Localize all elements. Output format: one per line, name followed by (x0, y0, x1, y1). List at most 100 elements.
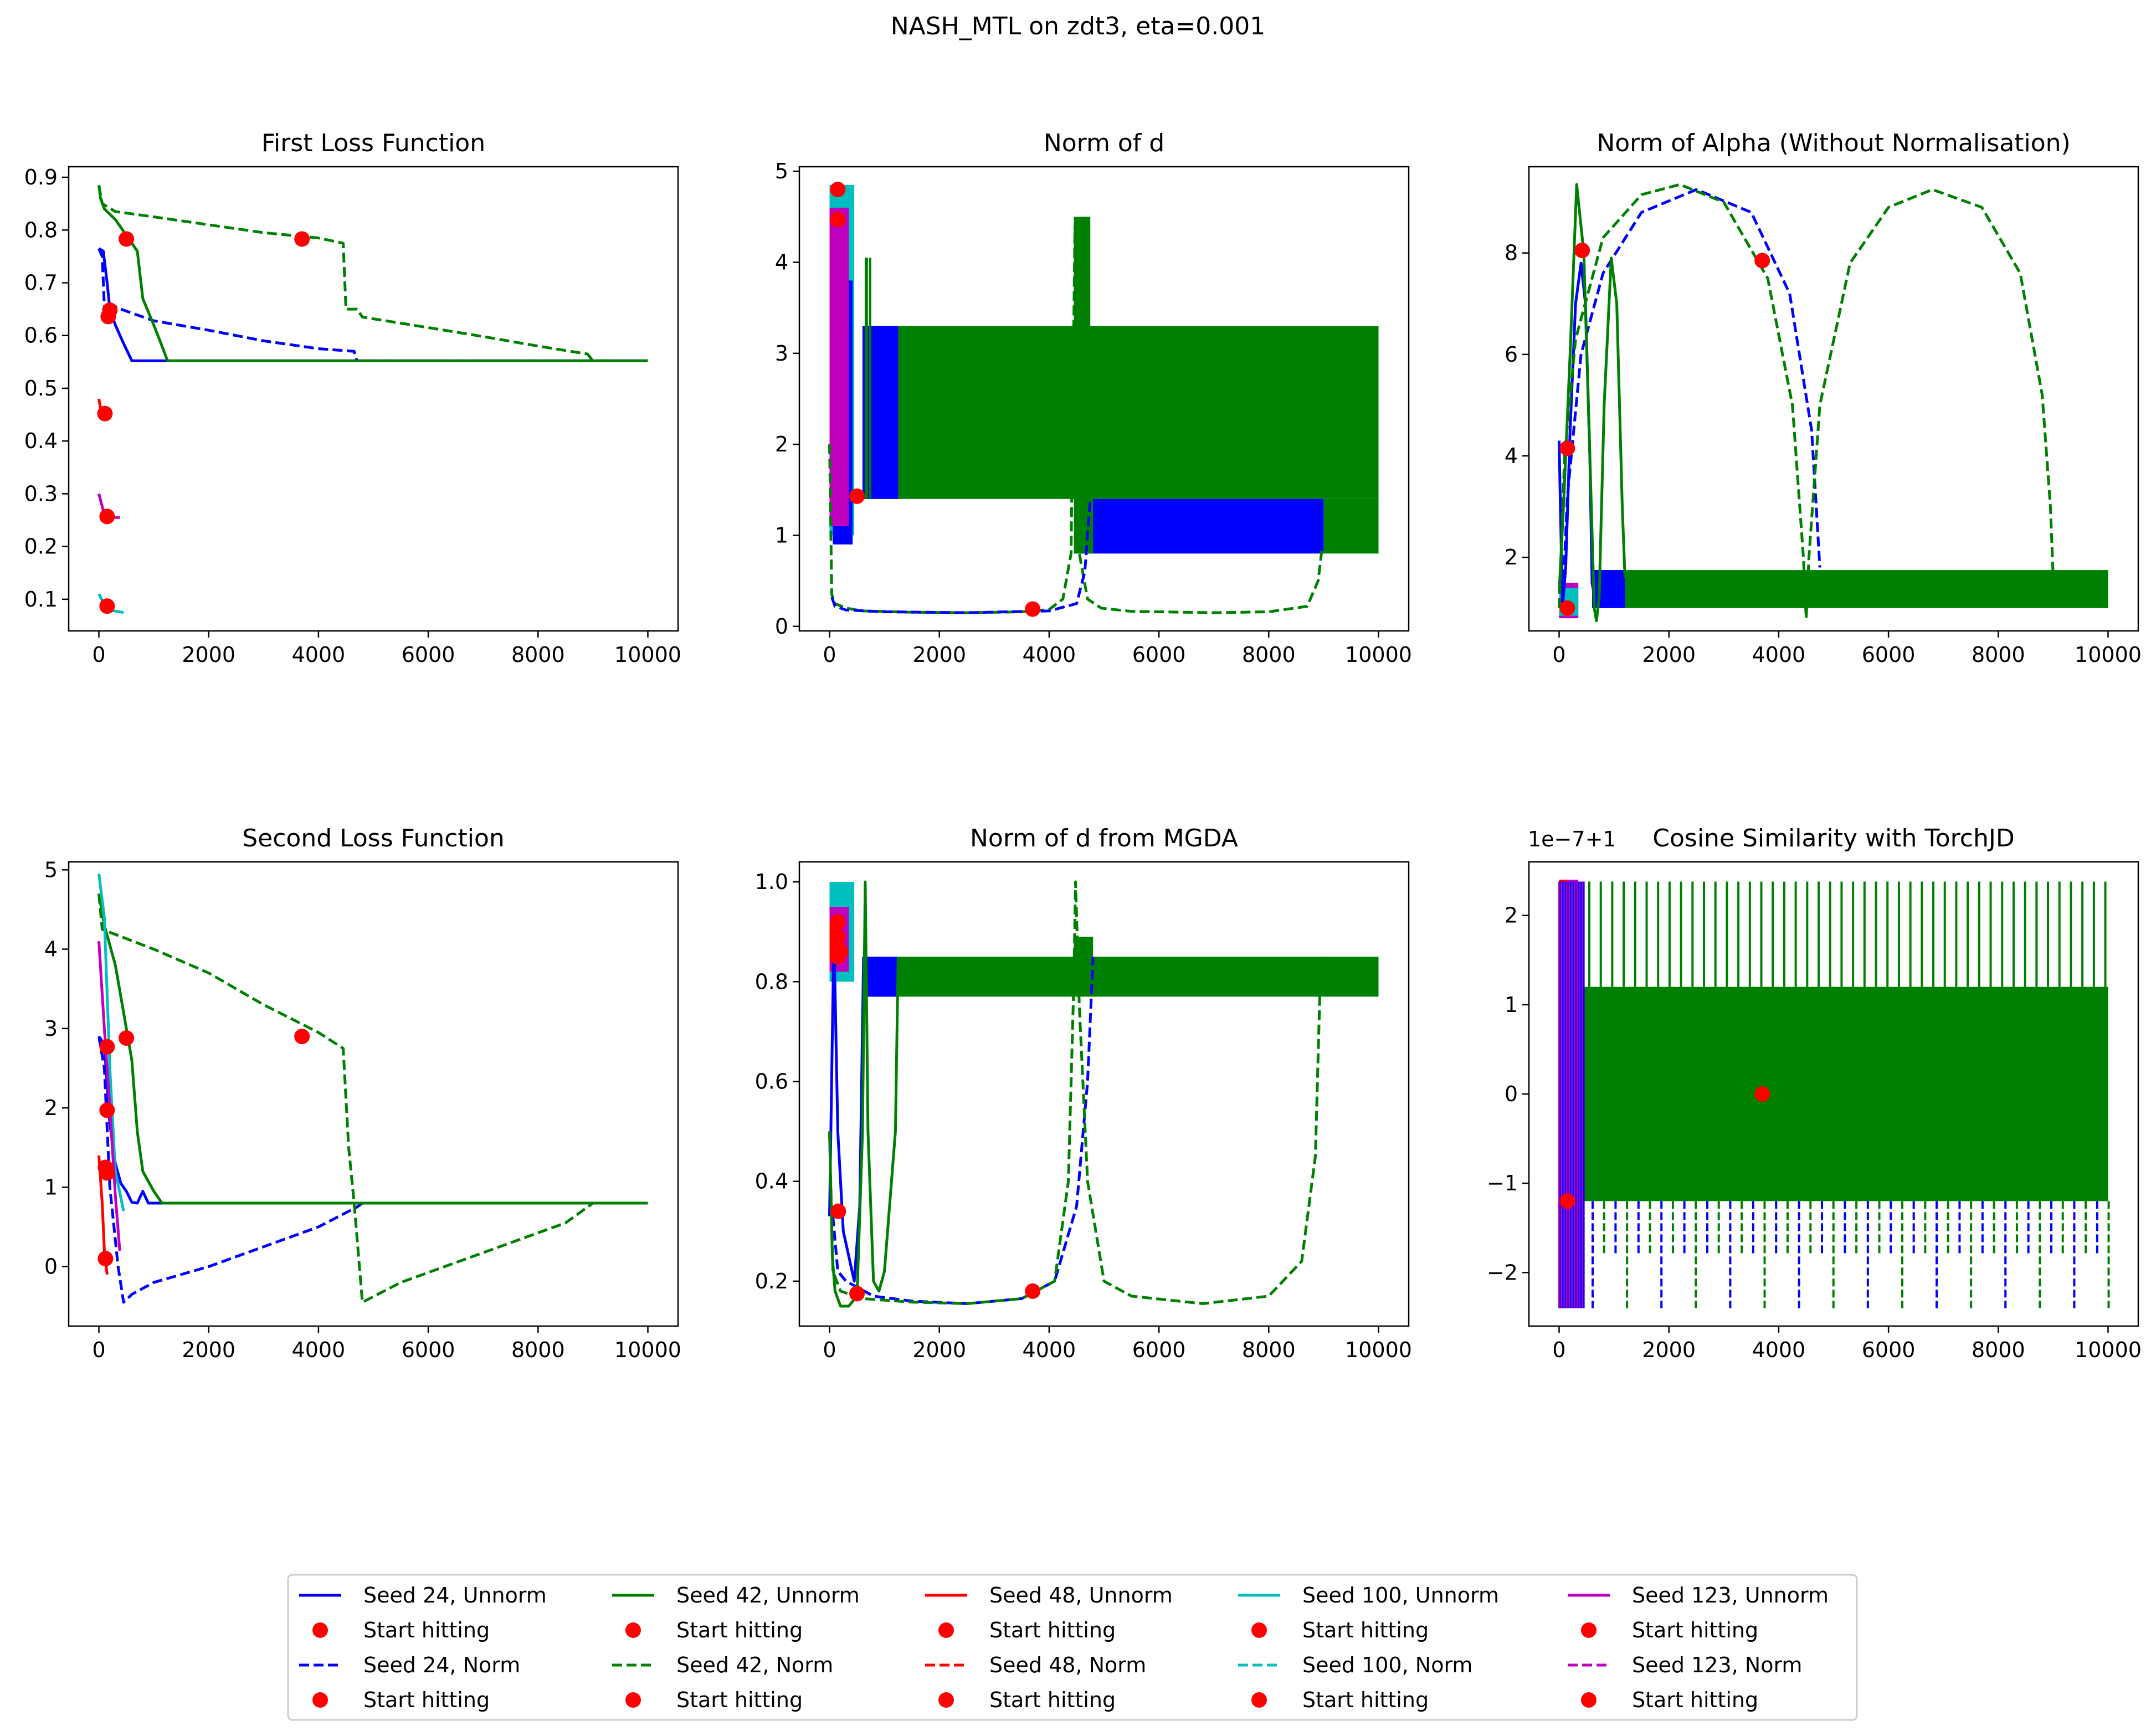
plot-area (1558, 880, 2110, 1308)
y-tick-label: 2 (44, 1096, 58, 1120)
legend-marker (1251, 1622, 1267, 1638)
oscillation-band (1584, 987, 2108, 1201)
x-tick-label: 6000 (1862, 643, 1916, 667)
legend-label: Start hitting (1632, 1618, 1758, 1642)
y-tick-label: −1 (1487, 1171, 1518, 1195)
oscillation-band (862, 957, 1379, 997)
axes-frame (68, 166, 679, 632)
oscillation-band (829, 207, 849, 527)
x-tick-label: 0 (1552, 1338, 1565, 1362)
legend-label: Seed 100, Norm (1302, 1653, 1472, 1677)
y-tick-label: 0.2 (755, 1269, 788, 1293)
panel-norm-of-d: Norm of d 0 2000 4000 6000 8000 10000 0 1 2 3 4 5 (775, 129, 1412, 667)
legend-label: Start hitting (1302, 1618, 1429, 1642)
x-tick-label: 4000 (1752, 643, 1806, 667)
legend-label: Start hitting (363, 1618, 490, 1642)
legend-marker (1251, 1692, 1267, 1708)
start-hitting-marker (99, 598, 115, 614)
panel-title-cosine-similarity: Cosine Similarity with TorchJD (1652, 824, 2014, 852)
x-tick-label: 8000 (511, 643, 565, 667)
y-axis-offset-text: 1e−7+1 (1528, 827, 1616, 851)
oscillation-band (862, 326, 899, 499)
series-line (830, 499, 1092, 614)
legend-label: Start hitting (989, 1618, 1116, 1642)
start-hitting-marker (1025, 1283, 1041, 1299)
y-tick-label: −2 (1487, 1260, 1518, 1285)
y-tick-label: 0.8 (755, 969, 788, 994)
start-hitting-marker (119, 231, 135, 247)
start-hitting-marker (99, 508, 115, 525)
oscillation-band (869, 258, 871, 499)
x-tick-label: 4000 (1752, 1338, 1806, 1362)
y-tick-label: 0 (44, 1255, 58, 1279)
y-tick-label: 0.4 (755, 1169, 788, 1194)
y-tick-label: 0.6 (755, 1069, 788, 1093)
start-hitting-marker (833, 944, 849, 960)
panel-norm-of-alpha: Norm of Alpha (Without Normalisation) 0 2… (1505, 129, 2142, 667)
x-tick-label: 2000 (912, 643, 966, 667)
y-tick-label: 2 (1505, 903, 1518, 928)
series-line (97, 893, 648, 1205)
series-line (97, 893, 648, 1304)
y-tick-label: 2 (775, 432, 788, 456)
y-tick-label: 0.7 (24, 271, 58, 295)
panel-norm-of-d-from-mgda: Norm of d from MGDA 0 2000 4000 6000 8000 100… (755, 824, 1412, 1362)
start-hitting-marker (1754, 1086, 1770, 1102)
legend-marker (625, 1622, 641, 1638)
x-tick-label: 8000 (511, 1338, 565, 1362)
y-tick-label: 0.8 (24, 218, 58, 242)
x-tick-label: 10000 (1345, 643, 1412, 667)
oscillation-band (1074, 499, 1324, 554)
y-tick-label: 5 (44, 857, 58, 882)
y-tick-label: 0.4 (24, 429, 58, 453)
x-tick-label: 0 (823, 643, 836, 667)
x-tick-label: 2000 (1642, 643, 1696, 667)
x-tick-label: 2000 (1642, 1338, 1696, 1362)
axes-frame (1528, 166, 2139, 632)
plot-area (97, 184, 648, 614)
start-hitting-marker (1574, 243, 1590, 259)
start-hitting-marker (1559, 440, 1575, 456)
start-hitting-marker (294, 1029, 310, 1045)
y-tick-label: 3 (44, 1016, 58, 1041)
x-tick-label: 0 (92, 643, 105, 667)
x-tick-label: 2000 (182, 643, 235, 667)
legend-marker (312, 1622, 328, 1638)
y-tick-label: 1 (775, 523, 788, 547)
y-tick-label: 1.0 (755, 870, 788, 894)
oscillation-band (1592, 570, 2108, 608)
x-tick-label: 10000 (2075, 1338, 2142, 1362)
y-tick-label: 0 (775, 614, 788, 639)
legend-label: Seed 24, Unnorm (363, 1583, 547, 1607)
panel-second-loss-function: Second Loss Function 0 2000 4000 6000 8000 10… (44, 824, 681, 1362)
legend-frame (287, 1574, 1858, 1721)
start-hitting-marker (1025, 601, 1041, 617)
x-tick-label: 2000 (182, 1338, 235, 1362)
y-tick-label: 3 (775, 341, 788, 366)
x-tick-label: 10000 (1345, 1338, 1412, 1362)
plot-area (97, 874, 648, 1304)
legend-label: Seed 42, Norm (676, 1653, 833, 1677)
legend-marker (1581, 1692, 1597, 1708)
x-tick-label: 4000 (292, 643, 346, 667)
start-hitting-marker (294, 231, 310, 247)
start-hitting-marker (97, 1251, 114, 1267)
legend-label: Seed 100, Unnorm (1302, 1583, 1499, 1607)
legend-label: Seed 42, Unnorm (676, 1583, 860, 1607)
x-tick-label: 6000 (1132, 643, 1186, 667)
start-hitting-marker (99, 1165, 115, 1181)
y-tick-label: 5 (775, 159, 788, 183)
series-line (97, 184, 648, 362)
start-hitting-marker (1559, 600, 1575, 616)
plot-area (1558, 183, 2108, 623)
series-line (1561, 188, 1821, 608)
oscillation-band (864, 258, 868, 499)
start-hitting-marker (830, 212, 846, 228)
x-tick-label: 8000 (1972, 643, 2025, 667)
x-tick-label: 8000 (1972, 1338, 2025, 1362)
start-hitting-marker (97, 405, 113, 422)
series-line (828, 880, 900, 1308)
oscillation-band (1592, 570, 1625, 608)
x-tick-label: 8000 (1242, 643, 1296, 667)
x-tick-label: 10000 (614, 643, 681, 667)
